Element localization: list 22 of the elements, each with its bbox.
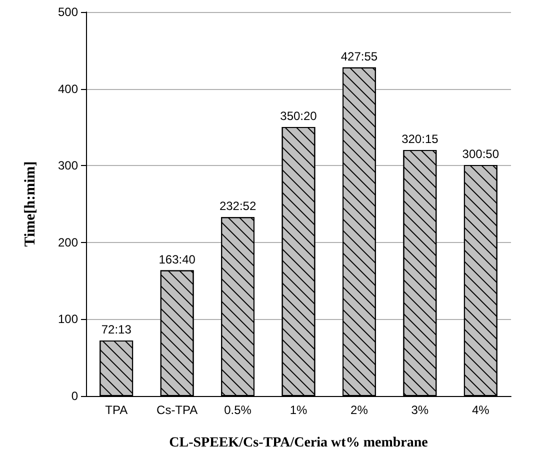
- x-tick-label: Cs-TPA: [156, 403, 198, 417]
- y-axis-title: Time[h:mim]: [22, 161, 38, 247]
- data-label: 72:13: [101, 322, 132, 337]
- x-tick-label: 3%: [411, 403, 429, 417]
- y-tick-label: 400: [58, 82, 78, 96]
- data-label: 350:20: [280, 108, 318, 123]
- y-tick-label: 300: [58, 158, 78, 173]
- y-tick-label: 200: [58, 235, 78, 250]
- y-tick-label: 100: [58, 312, 78, 326]
- data-label: 163:40: [158, 252, 196, 266]
- data-label: 427:55: [340, 49, 378, 64]
- data-label: 320:15: [402, 132, 439, 146]
- x-tick-label: 2%: [350, 403, 368, 417]
- y-tick-label: 0: [71, 389, 78, 403]
- x-tick-label: 0.5%: [224, 403, 252, 417]
- data-label: 232:52: [219, 199, 256, 214]
- data-label: 300:50: [462, 146, 500, 161]
- x-tick-label: 4%: [472, 403, 490, 417]
- x-axis-title: CL-SPEEK/Cs-TPA/Ceria wt% membrane: [169, 436, 428, 450]
- x-tick-label: TPA: [105, 403, 128, 417]
- y-tick-label: 500: [58, 5, 78, 19]
- x-tick-label: 1%: [290, 403, 308, 417]
